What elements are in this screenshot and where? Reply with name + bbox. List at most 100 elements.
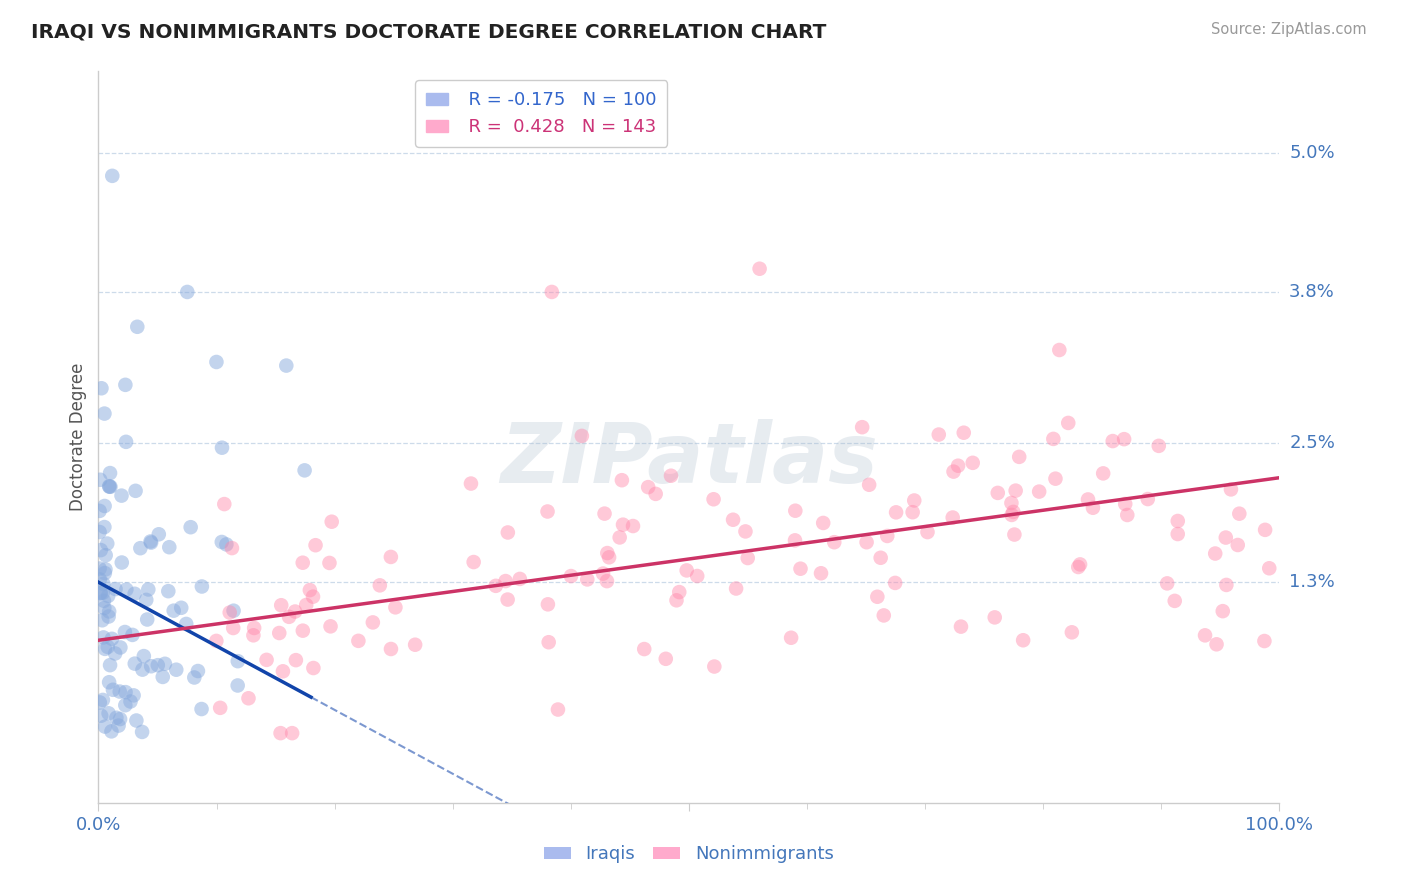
Point (1219, 483, 1241, 497)
Point (93, 520, 115, 534)
Text: 3.8%: 3.8% (1289, 283, 1334, 301)
Point (98, 480, 121, 494)
Text: 2.5%: 2.5% (1289, 434, 1336, 452)
Point (94, 641, 117, 656)
Point (665, 593, 688, 607)
Point (1004, 483, 1026, 498)
Point (238, 691, 260, 706)
Point (89, 586, 111, 600)
Legend: Iraqis, Nonimmigrants: Iraqis, Nonimmigrants (537, 838, 841, 871)
Point (157, 540, 180, 554)
Point (1060, 625, 1083, 640)
Point (655, 652, 678, 666)
Point (89, 573, 111, 587)
Point (124, 587, 146, 601)
Point (547, 702, 569, 716)
Point (278, 610, 301, 624)
Point (270, 599, 292, 613)
Point (115, 434, 138, 449)
Point (270, 726, 292, 740)
Point (294, 463, 316, 477)
Point (89, 524, 111, 539)
Point (276, 359, 298, 373)
Point (1156, 576, 1178, 591)
Point (269, 626, 291, 640)
Point (295, 598, 318, 612)
Point (952, 425, 974, 440)
Point (121, 628, 143, 642)
Point (668, 585, 690, 599)
Point (1045, 472, 1067, 486)
Point (148, 527, 170, 541)
Point (302, 590, 325, 604)
Point (855, 535, 877, 549)
Point (380, 549, 402, 564)
Point (621, 519, 644, 533)
Point (495, 574, 517, 588)
Point (163, 604, 186, 618)
Point (318, 556, 340, 570)
Point (509, 572, 531, 586)
Point (122, 689, 145, 703)
Point (131, 725, 153, 739)
Point (221, 541, 243, 555)
Point (97, 609, 120, 624)
Point (537, 597, 560, 611)
Point (1047, 343, 1070, 357)
Point (1147, 439, 1170, 453)
Point (987, 486, 1010, 500)
Point (637, 480, 659, 494)
Point (101, 169, 124, 183)
Text: 1.3%: 1.3% (1289, 574, 1334, 591)
Point (319, 619, 342, 633)
Point (98, 479, 121, 493)
Point (105, 711, 128, 725)
Point (404, 638, 426, 652)
Point (1204, 547, 1226, 561)
Point (114, 625, 136, 640)
Point (873, 608, 896, 623)
Point (884, 505, 907, 519)
Point (598, 550, 620, 565)
Point (89, 695, 111, 709)
Point (1081, 500, 1104, 515)
Point (135, 593, 157, 607)
Point (737, 551, 759, 566)
Text: 5.0%: 5.0% (1289, 144, 1334, 161)
Point (146, 658, 169, 673)
Point (132, 649, 155, 664)
Point (242, 628, 264, 642)
Point (302, 661, 325, 675)
Point (131, 663, 153, 677)
Point (593, 507, 616, 521)
Point (93, 631, 115, 645)
Point (536, 504, 558, 518)
Point (104, 647, 127, 661)
Point (610, 473, 633, 487)
Point (153, 657, 176, 671)
Point (96, 536, 118, 550)
Point (1258, 561, 1281, 575)
Point (222, 604, 245, 618)
Point (114, 698, 136, 713)
Point (1116, 508, 1139, 522)
Point (89, 504, 111, 518)
Point (139, 534, 162, 549)
Point (93, 577, 115, 591)
Point (214, 497, 236, 511)
Point (1067, 560, 1090, 574)
Point (1002, 505, 1025, 519)
Point (243, 621, 266, 635)
Point (291, 556, 314, 570)
Point (612, 517, 634, 532)
Point (98, 466, 121, 480)
Point (949, 619, 972, 633)
Point (124, 483, 146, 498)
Text: ZIPatlas: ZIPatlas (501, 418, 877, 500)
Point (1012, 633, 1035, 648)
Point (190, 702, 212, 716)
Point (226, 654, 249, 668)
Point (110, 640, 132, 655)
Point (125, 714, 148, 728)
Point (271, 665, 294, 679)
